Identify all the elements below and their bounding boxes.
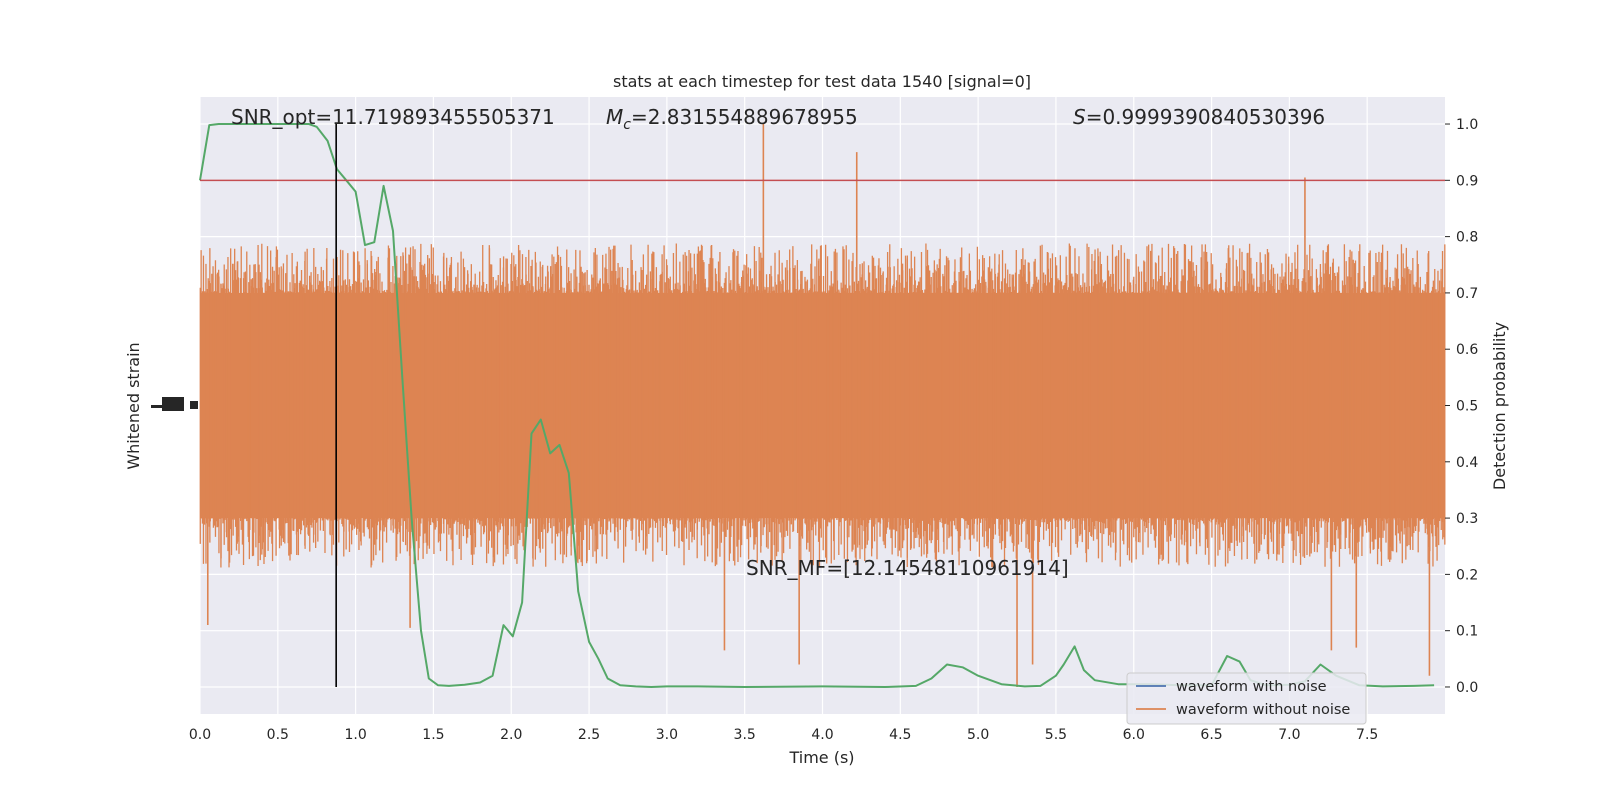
y-axis-label-left: Whitened strain [124,342,143,469]
x-tick-label: 5.0 [967,727,989,743]
chirp-mass-symbol: M [606,105,623,129]
x-tick-label: 3.0 [656,727,678,743]
y-tick-label: 0.6 [1456,342,1478,358]
x-tick-label: 0.0 [189,727,211,743]
y-tick-label: 0.7 [1456,286,1478,302]
x-tick-label: 4.0 [811,727,833,743]
x-tick-label: 6.5 [1200,727,1222,743]
chirp-mass-subscript: c [623,117,631,133]
y-tick-label: 1.0 [1456,117,1478,133]
snr-opt-annotation: SNR_opt=11.719893455505371 [231,105,555,129]
legend-entry-with-noise: waveform with noise [1176,679,1327,695]
y-tick-label: 0.2 [1456,567,1478,583]
x-axis-label: Time (s) [788,748,854,767]
y-right-ticks: 0.0 0.1 0.2 0.3 0.4 0.5 0.6 0.7 0.8 0.9 1.0 [1445,117,1478,696]
y-tick-label: 0.1 [1456,624,1478,640]
x-tick-label: 7.5 [1356,727,1378,743]
x-tick-label: 6.0 [1123,727,1145,743]
s-symbol: S [1073,105,1086,129]
x-tick-label: 3.5 [734,727,756,743]
chart-title: stats at each timestep for test data 154… [613,72,1031,91]
x-tick-label: 2.0 [500,727,522,743]
legend-entry-without-noise: waveform without noise [1176,702,1350,718]
y-tick-label: 0.4 [1456,455,1478,471]
x-tick-label: 0.5 [267,727,289,743]
strain-series [199,124,1446,687]
legend: waveform with noise waveform without noi… [1126,672,1367,725]
left-axis-collapsed-ticks [151,397,198,411]
chirp-mass-value: =2.831554889678955 [631,105,858,129]
y-tick-label: 0.5 [1456,399,1478,415]
chirp-mass-annotation: Mc=2.831554889678955 [606,105,858,133]
x-tick-label: 1.0 [344,727,366,743]
y-tick-label: 0.3 [1456,511,1478,527]
legend-box [1126,672,1367,725]
s-value: =0.9999390840530396 [1086,105,1325,129]
x-tick-label: 7.0 [1278,727,1300,743]
x-tick-label: 5.5 [1045,727,1067,743]
x-ticks: 0.0 0.5 1.0 1.5 2.0 2.5 3.0 3.5 4.0 4.5 5.0 5.5 6.0 6… [189,727,1378,743]
y-tick-label: 0.8 [1456,230,1478,246]
x-tick-label: 1.5 [422,727,444,743]
x-tick-label: 2.5 [578,727,600,743]
snr-mf-annotation: SNR_MF=[12.14548110961914] [746,556,1069,580]
y-tick-label: 0.9 [1456,173,1478,189]
s-annotation: S=0.9999390840530396 [1073,105,1325,129]
y-tick-label: 0.0 [1456,680,1478,696]
x-tick-label: 4.5 [889,727,911,743]
overlays [200,124,1445,687]
y-axis-label-right: Detection probability [1490,322,1509,490]
